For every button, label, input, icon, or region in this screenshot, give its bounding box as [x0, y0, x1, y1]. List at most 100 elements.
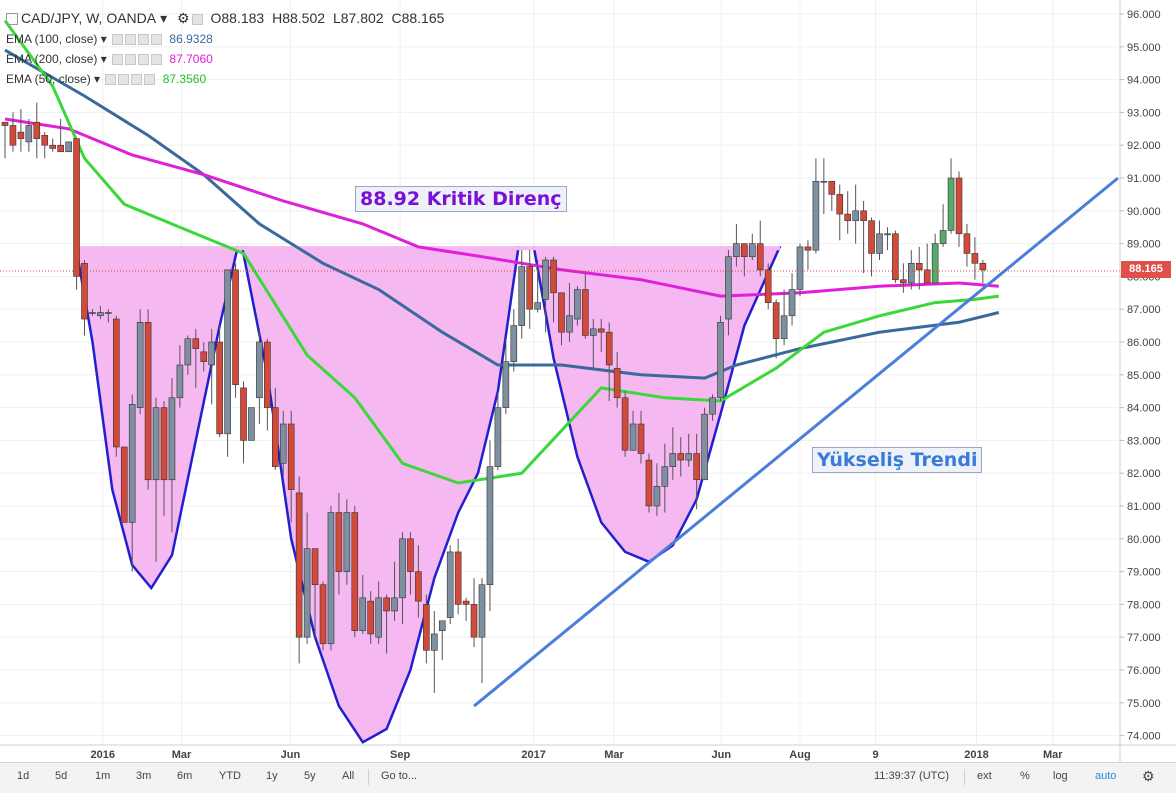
- time-tick-label: Mar: [172, 749, 192, 761]
- clock-readout: 11:39:37 (UTC): [874, 770, 949, 782]
- candle-body: [311, 548, 319, 586]
- ohlc-close: C88.165: [391, 10, 445, 26]
- candle-body: [923, 269, 931, 284]
- settings-icon[interactable]: ⚙: [1142, 768, 1155, 784]
- plus-icon[interactable]: [138, 54, 150, 66]
- price-tick-label: 79.000: [1127, 567, 1161, 579]
- candle-body: [494, 407, 502, 467]
- range-ytd-button[interactable]: YTD: [219, 770, 241, 782]
- candle-body: [287, 423, 295, 490]
- eye-icon[interactable]: [125, 54, 137, 66]
- candle-body: [105, 312, 112, 314]
- bullish-candle: [399, 532, 406, 625]
- time-tick-label: 2018: [964, 749, 988, 761]
- candle-body: [224, 269, 231, 435]
- bullish-candle: [518, 250, 526, 339]
- candle-body: [256, 341, 263, 399]
- bullish-candle: [25, 118, 33, 152]
- resistance-annotation[interactable]: 88.92 Kritik Direnç: [355, 186, 567, 212]
- ema-50-legend[interactable]: EMA (50, close) ▾ 87.3560: [6, 72, 206, 86]
- goto-button[interactable]: Go to...: [381, 770, 418, 782]
- chevron-down-icon[interactable]: ▾: [160, 10, 168, 26]
- bullish-candle: [303, 512, 311, 644]
- time-axis: 2016 Mar Jun Sep 2017 Mar Jun Aug 9 2018 Mar: [91, 749, 1064, 761]
- candle-body: [653, 486, 661, 507]
- bearish-candle: [9, 112, 17, 152]
- toolbar-divider: [964, 769, 965, 785]
- bearish-candle: [955, 171, 963, 247]
- bullish-candle: [796, 243, 804, 297]
- price-tick-label: 91.000: [1127, 173, 1161, 185]
- plus-icon[interactable]: [131, 74, 143, 86]
- settings-icon[interactable]: ⚙: [177, 10, 190, 26]
- bearish-candle: [232, 263, 239, 398]
- range-all-button[interactable]: All: [342, 770, 355, 782]
- eye-icon[interactable]: [118, 74, 130, 86]
- settings-icon[interactable]: [112, 34, 124, 46]
- bearish-candle: [526, 250, 534, 329]
- chevron-down-icon[interactable]: ▾: [97, 32, 111, 46]
- price-chart[interactable]: 96.000 95.000 94.000 93.000 92.000 91.000 90.0…: [0, 0, 1176, 762]
- candle-body: [796, 246, 804, 290]
- bullish-candle: [208, 328, 215, 405]
- settings-icon[interactable]: [105, 74, 117, 86]
- candle-body: [558, 292, 565, 333]
- percent-button[interactable]: %: [1020, 770, 1030, 782]
- close-icon[interactable]: [144, 74, 156, 86]
- range-3m-button[interactable]: 3m: [136, 770, 152, 782]
- range-1d-button[interactable]: 1d: [17, 770, 30, 782]
- candle-body: [73, 138, 80, 277]
- bullish-candle: [812, 158, 820, 254]
- range-1y-button[interactable]: 1y: [266, 770, 278, 782]
- candle-body: [120, 446, 128, 523]
- bullish-candle: [653, 463, 661, 516]
- bullish-candle: [391, 561, 398, 621]
- range-5d-button[interactable]: 5d: [55, 770, 68, 782]
- range-1m-button[interactable]: 1m: [95, 770, 111, 782]
- candle-body: [423, 604, 430, 651]
- ema-50-value: 87.3560: [162, 72, 207, 86]
- trend-annotation[interactable]: Yükseliş Trendi: [812, 447, 983, 473]
- eye-icon[interactable]: [191, 13, 203, 25]
- candle-body: [947, 177, 955, 231]
- candle-body: [407, 538, 414, 572]
- settings-icon[interactable]: [112, 54, 124, 66]
- ext-button[interactable]: ext: [977, 770, 992, 782]
- chevron-down-icon[interactable]: ▾: [97, 52, 111, 66]
- trend-lines: [0, 176, 1120, 708]
- price-tick-label: 86.000: [1127, 337, 1161, 349]
- bottom-toolbar: 1d 5d 1m 3m 6m YTD 1y 5y All Go to... 11…: [0, 762, 1176, 793]
- candle-body: [669, 453, 677, 467]
- candle-body: [780, 315, 788, 340]
- chevron-down-icon[interactable]: ▾: [90, 72, 104, 86]
- bullish-candle: [168, 378, 176, 533]
- bearish-candle: [804, 240, 812, 270]
- auto-button[interactable]: auto: [1095, 770, 1117, 782]
- candle-body: [65, 141, 72, 153]
- bullish-candle: [725, 250, 732, 336]
- bearish-candle: [287, 410, 295, 523]
- bearish-candle: [423, 594, 430, 664]
- bullish-candle: [184, 335, 192, 375]
- ema-100-legend[interactable]: EMA (100, close) ▾ 86.9328: [6, 32, 213, 46]
- candle-body: [216, 341, 223, 435]
- plus-icon[interactable]: [138, 34, 150, 46]
- close-icon[interactable]: [151, 54, 163, 66]
- collapse-icon[interactable]: [6, 13, 18, 26]
- ema-200-legend[interactable]: EMA (200, close) ▾ 87.7060: [6, 52, 213, 66]
- range-6m-button[interactable]: 6m: [177, 770, 193, 782]
- bullish-candle: [589, 319, 597, 369]
- close-icon[interactable]: [151, 34, 163, 46]
- candle-body: [550, 259, 557, 294]
- eye-icon[interactable]: [125, 34, 137, 46]
- candle-body: [97, 312, 104, 317]
- candle-body: [510, 325, 518, 362]
- range-5y-button[interactable]: 5y: [304, 770, 316, 782]
- candle-body: [518, 266, 526, 326]
- ohlc-open: O88.183: [210, 10, 265, 26]
- log-button[interactable]: log: [1053, 770, 1068, 782]
- candle-body: [621, 397, 629, 451]
- bearish-candle: [963, 223, 971, 267]
- bullish-candle: [884, 227, 891, 251]
- bullish-candle: [224, 269, 231, 457]
